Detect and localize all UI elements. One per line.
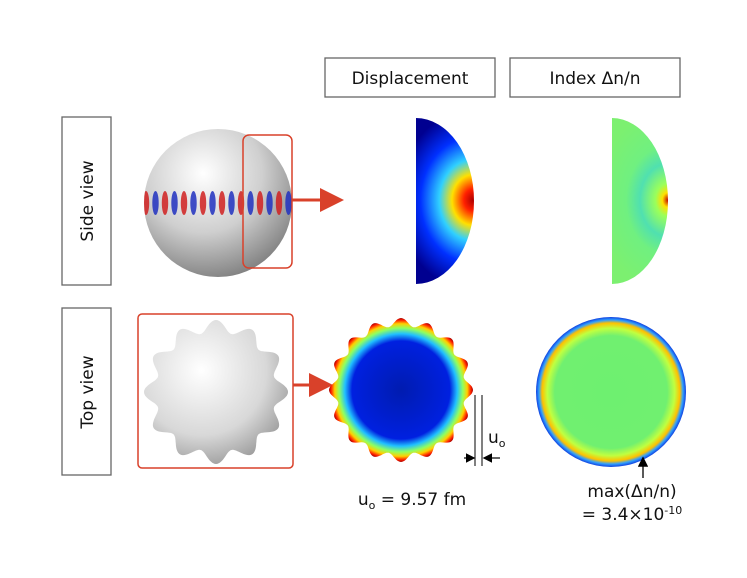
mode-stripe [152,191,159,215]
side-index [612,118,668,284]
top-sphere [144,320,288,464]
mode-stripe [247,191,254,215]
u-marker: uo [488,428,506,450]
displacement-amplitude: uo = 9.57 fm [358,490,466,512]
row-label-box [61,307,112,476]
mode-stripe [266,191,273,215]
mode-stripe [180,191,188,215]
mode-stripe [171,191,178,215]
index-max-value: = 3.4×10-10 [582,504,683,525]
row-label-box [61,116,112,286]
top-index [536,317,686,467]
mode-stripe [161,191,169,215]
row-label: Top view [78,355,98,429]
side-displacement [416,118,474,284]
mode-stripe [190,191,197,215]
mode-stripe [228,191,235,215]
header-box [509,57,681,98]
mode-stripe [144,191,150,215]
side-sphere [144,129,292,277]
header-box [324,57,496,98]
highlight-box [137,313,294,469]
mode-stripe [285,191,292,215]
header: Displacement [352,69,469,89]
mode-stripe [256,191,264,215]
header: Index Δn/n [549,69,640,89]
mode-stripe [218,191,226,215]
top-displacement [329,318,473,462]
mode-stripe [209,191,216,215]
index-max: max(Δn/n) [587,482,676,502]
mode-stripe [275,191,283,215]
row-label: Side view [78,160,98,241]
mode-stripe [199,191,207,215]
